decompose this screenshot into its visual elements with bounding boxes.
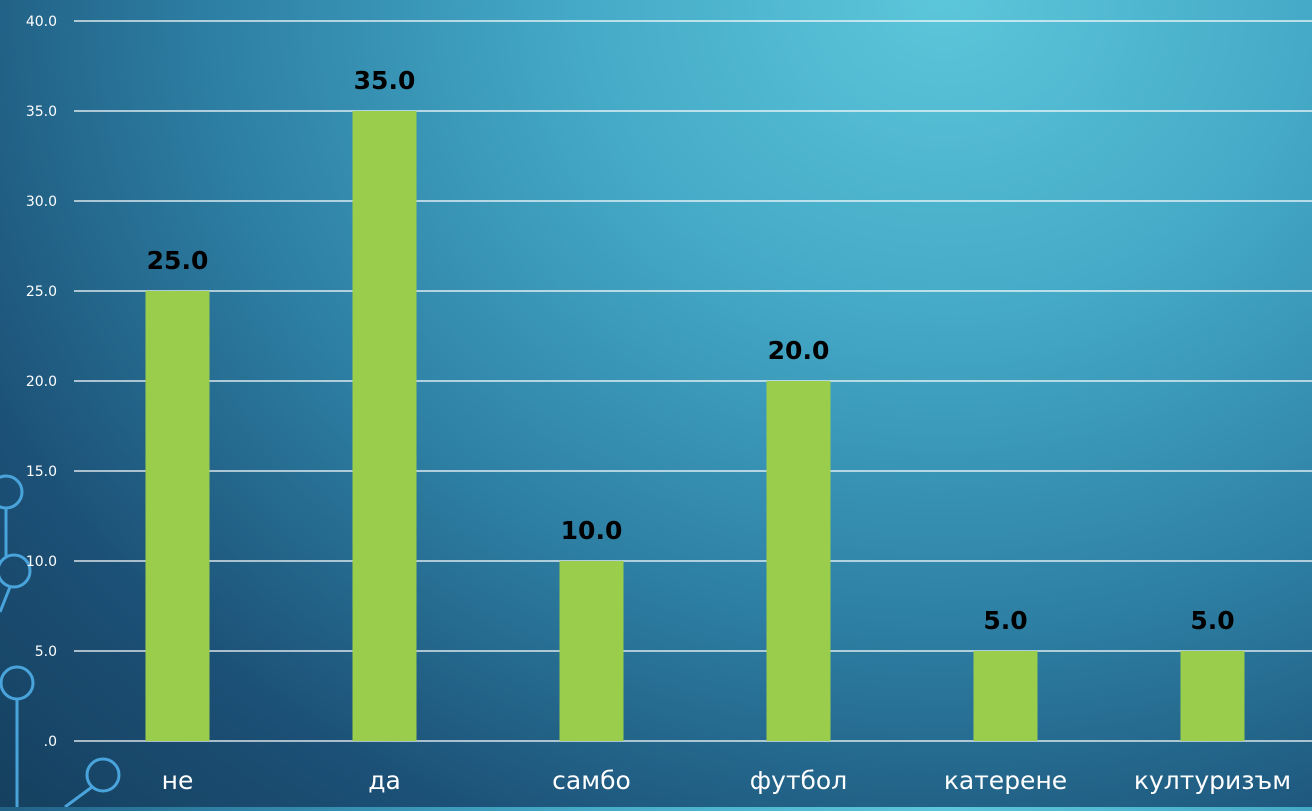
circuit-decoration — [0, 474, 121, 809]
y-tick-label: .0 — [44, 734, 57, 750]
bar — [1180, 651, 1245, 741]
y-tick-label: 35.0 — [26, 104, 57, 120]
decoration-circle — [0, 553, 32, 589]
data-label: 35.0 — [354, 66, 416, 95]
x-tick-label: самбо — [552, 766, 631, 795]
decoration-line — [0, 586, 12, 613]
labels: .0 5.0 10.0 15.0 20.0 25.0 30.0 35.0 40.0 25.0 не 3… — [26, 14, 1291, 795]
bar — [145, 291, 210, 741]
bars — [145, 111, 1245, 741]
x-tick-label: катерене — [944, 766, 1067, 795]
decoration-circle — [0, 474, 24, 510]
data-label: 25.0 — [147, 246, 209, 275]
y-tick-label: 10.0 — [26, 554, 57, 570]
y-tick-label: 30.0 — [26, 194, 57, 210]
bar — [352, 111, 417, 741]
y-tick-label: 15.0 — [26, 464, 57, 480]
decoration-circle — [0, 665, 35, 701]
data-label: 10.0 — [561, 516, 623, 545]
bar — [766, 381, 831, 741]
x-tick-label: не — [162, 766, 194, 795]
y-tick-label: 5.0 — [35, 644, 57, 660]
x-tick-label: културизъм — [1134, 766, 1291, 795]
data-label: 5.0 — [983, 606, 1027, 635]
data-label: 20.0 — [768, 336, 830, 365]
gridlines — [74, 20, 1312, 742]
data-label: 5.0 — [1190, 606, 1234, 635]
y-tick-label: 40.0 — [26, 14, 57, 30]
x-tick-label: да — [368, 766, 401, 795]
decoration-line — [64, 785, 93, 809]
bar — [973, 651, 1038, 741]
y-tick-label: 20.0 — [26, 374, 57, 390]
x-tick-label: футбол — [750, 766, 847, 795]
bar — [559, 561, 624, 741]
y-tick-label: 25.0 — [26, 284, 57, 300]
decoration-circle — [85, 757, 121, 793]
